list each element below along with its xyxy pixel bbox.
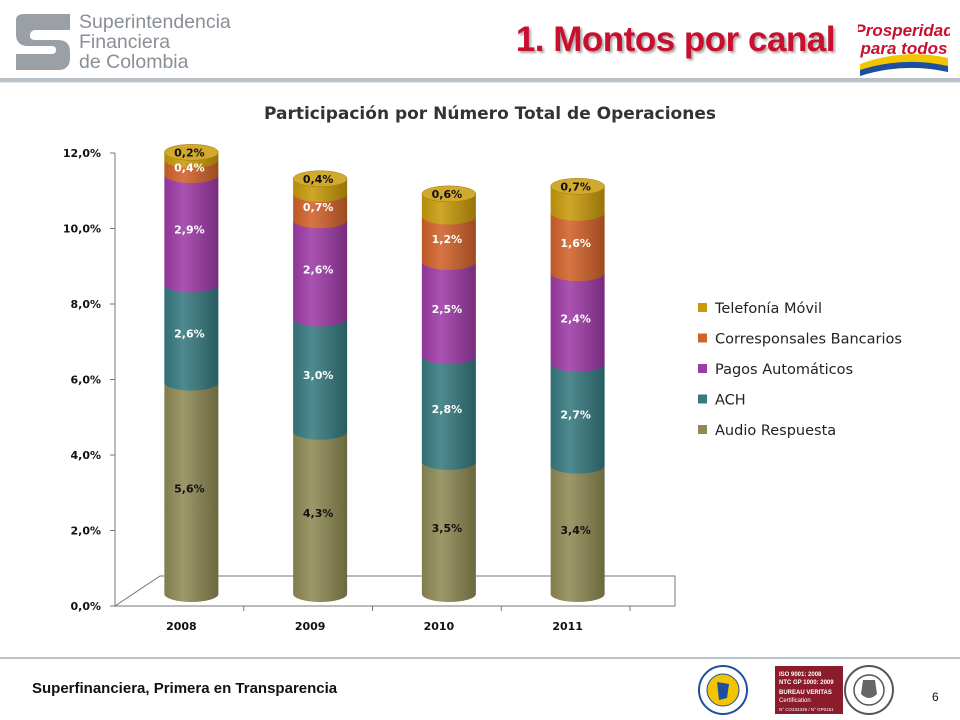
legend: Telefonía Móvil Corresponsales Bancarios P… xyxy=(698,301,902,439)
brand-logo-line-2: para todos xyxy=(860,39,948,58)
legend-label: ACH xyxy=(715,393,746,409)
data-label: 5,6% xyxy=(174,482,205,495)
bar-segment xyxy=(421,461,476,602)
data-label: 4,3% xyxy=(303,507,334,520)
data-label: 2,7% xyxy=(560,409,591,422)
bar-top-cap xyxy=(421,185,477,203)
data-label: 2,4% xyxy=(560,312,591,325)
data-label: 0,7% xyxy=(560,180,591,193)
iso-certification-badge xyxy=(775,666,843,714)
y-tick-label: 12,0% xyxy=(63,147,101,160)
bar-stack-2011: 3,4% 2,7% 2,4% 1,6% 0,7% xyxy=(550,178,605,602)
data-label: 2,9% xyxy=(174,224,205,237)
brand-logo-line-1: Prosperidad xyxy=(858,21,950,40)
logo-line-2: Financiera xyxy=(79,31,171,53)
bar-segment xyxy=(550,212,605,282)
bar-segment xyxy=(293,193,348,229)
cert-line-4: Certification xyxy=(779,698,811,704)
legend-label: Pagos Automáticos xyxy=(715,362,853,378)
y-tick-label: 4,0% xyxy=(70,449,101,462)
x-tick-label: 2009 xyxy=(295,620,326,633)
bar-segment xyxy=(421,261,476,365)
data-label: 2,6% xyxy=(174,328,205,341)
axis-layer: 0,0% 2,0% 4,0% 6,0% 8,0% 10,0% 12,0% 2008 2009 20… xyxy=(63,147,676,633)
page-number: 6 xyxy=(932,690,939,704)
y-tick-label: 10,0% xyxy=(63,223,101,236)
data-label: 1,2% xyxy=(432,233,463,246)
header-divider xyxy=(0,78,960,82)
cert-line-1: ISO 9001: 2008 xyxy=(779,672,822,678)
legend-label: Telefonía Móvil xyxy=(714,301,822,317)
data-label: 0,4% xyxy=(303,173,334,186)
bar-segment xyxy=(293,220,348,327)
y-tick-label: 2,0% xyxy=(70,525,101,538)
stacked-bar-chart: Participación por Número Total de Operac… xyxy=(63,104,902,633)
data-label: 3,0% xyxy=(303,369,334,382)
footer-tagline: Superfinanciera, Primera en Transparenci… xyxy=(32,680,338,697)
bar-segment xyxy=(164,174,219,293)
y-tick-label: 8,0% xyxy=(70,298,101,311)
bar-stack-2008: 5,6% 2,6% 2,9% 0,4% 0,2% xyxy=(164,144,219,602)
bar-top-cap xyxy=(550,178,605,195)
superfinanciera-logo-icon xyxy=(16,14,70,70)
logo-line-1: Superintendencia xyxy=(79,11,231,33)
legend-label: Audio Respuesta xyxy=(715,423,836,439)
bar-segment xyxy=(421,356,476,470)
bar-segment xyxy=(293,431,348,602)
bar-top-cap xyxy=(292,170,348,187)
data-label: 0,6% xyxy=(432,188,463,201)
bar-segment xyxy=(550,273,605,372)
cert-line-5: N° CO234339 / N° GP0151 xyxy=(779,707,834,712)
bar-segment xyxy=(293,318,348,440)
slide-title: 1. Montos por canal xyxy=(515,20,836,59)
x-tick-label: 2010 xyxy=(424,620,455,633)
chart-title: Participación por Número Total de Operac… xyxy=(264,104,716,124)
header-divider-shadow xyxy=(0,82,960,83)
data-label: 0,7% xyxy=(303,201,334,214)
data-label: 3,5% xyxy=(432,522,463,535)
y-tick-label: 0,0% xyxy=(70,600,101,613)
bar-segment xyxy=(550,465,605,602)
bar-segment xyxy=(421,193,476,225)
cert-line-2: NTC GP 1000: 2009 xyxy=(779,680,834,686)
legend-swatch xyxy=(698,303,707,312)
data-label: 1,6% xyxy=(560,237,591,250)
legend-swatch xyxy=(698,425,707,434)
legend-swatch xyxy=(698,394,707,404)
bar-stack-2010: 3,5% 2,8% 2,5% 1,2% 0,6% xyxy=(421,185,477,602)
footer-divider xyxy=(0,657,960,659)
data-label: 2,8% xyxy=(432,403,463,416)
bar-segment xyxy=(164,382,219,602)
bar-segment xyxy=(164,284,219,391)
bar-segment xyxy=(421,216,476,270)
bar-stack-2009: 4,3% 3,0% 2,6% 0,7% 0,4% xyxy=(292,170,348,602)
cert-line-3: BUREAU VERITAS xyxy=(779,690,832,696)
x-tick-label: 2008 xyxy=(166,620,197,633)
certification-logos: ISO 9001: 2008 NTC GP 1000: 2009 BUREAU … xyxy=(698,665,894,715)
bar-segment xyxy=(550,363,605,474)
superfinanciera-logo-text: Superintendencia Financiera de Colombia xyxy=(79,12,231,72)
legend-label: Corresponsales Bancarios xyxy=(715,332,902,348)
y-tick-label: 6,0% xyxy=(70,374,101,387)
x-tick-label: 2011 xyxy=(552,620,583,633)
data-label: 0,4% xyxy=(174,161,205,174)
logo-line-3: de Colombia xyxy=(79,51,189,73)
data-label: 2,6% xyxy=(303,263,334,276)
legend-swatch xyxy=(698,364,707,373)
data-label: 0,2% xyxy=(174,146,205,159)
data-label: 3,4% xyxy=(560,524,591,537)
bar-segment xyxy=(550,186,605,221)
bars-layer: 5,6% 2,6% 2,9% 0,4% 0,2% 4,3% 3,0% 2,6% 0,7% 0,4%… xyxy=(164,144,605,602)
data-label: 2,5% xyxy=(432,303,463,316)
legend-swatch xyxy=(698,333,707,343)
prosperidad-para-todos-logo: Prosperidad para todos xyxy=(858,21,950,76)
bar-top-cap xyxy=(164,144,219,161)
